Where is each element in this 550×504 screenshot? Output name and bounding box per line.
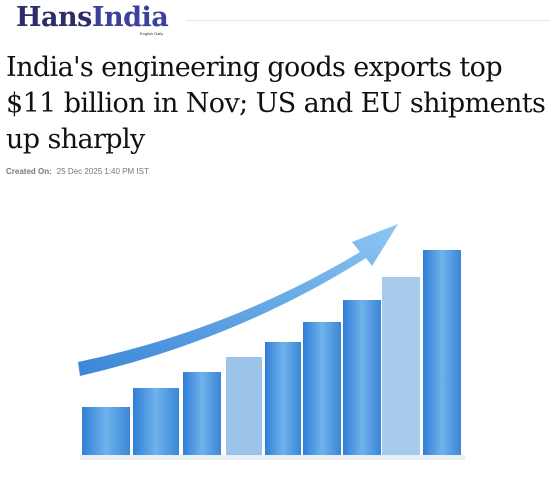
arrow	[78, 224, 398, 376]
tagline: English Daily	[140, 31, 164, 36]
meta: Created On: 25 Dec 2025 1:40 PM IST	[6, 167, 149, 176]
divider	[186, 20, 550, 21]
meta-label: Created On:	[6, 167, 52, 176]
logo[interactable]: HansIndia	[16, 2, 169, 33]
date: 25 Dec 2025 1:40 PM IST	[56, 167, 149, 176]
bars	[80, 250, 465, 460]
headline: India's engineering goods exports top $1…	[6, 52, 546, 155]
logo-part: Hans	[16, 2, 92, 33]
logo-part: India	[91, 2, 169, 33]
article-image	[78, 224, 465, 460]
